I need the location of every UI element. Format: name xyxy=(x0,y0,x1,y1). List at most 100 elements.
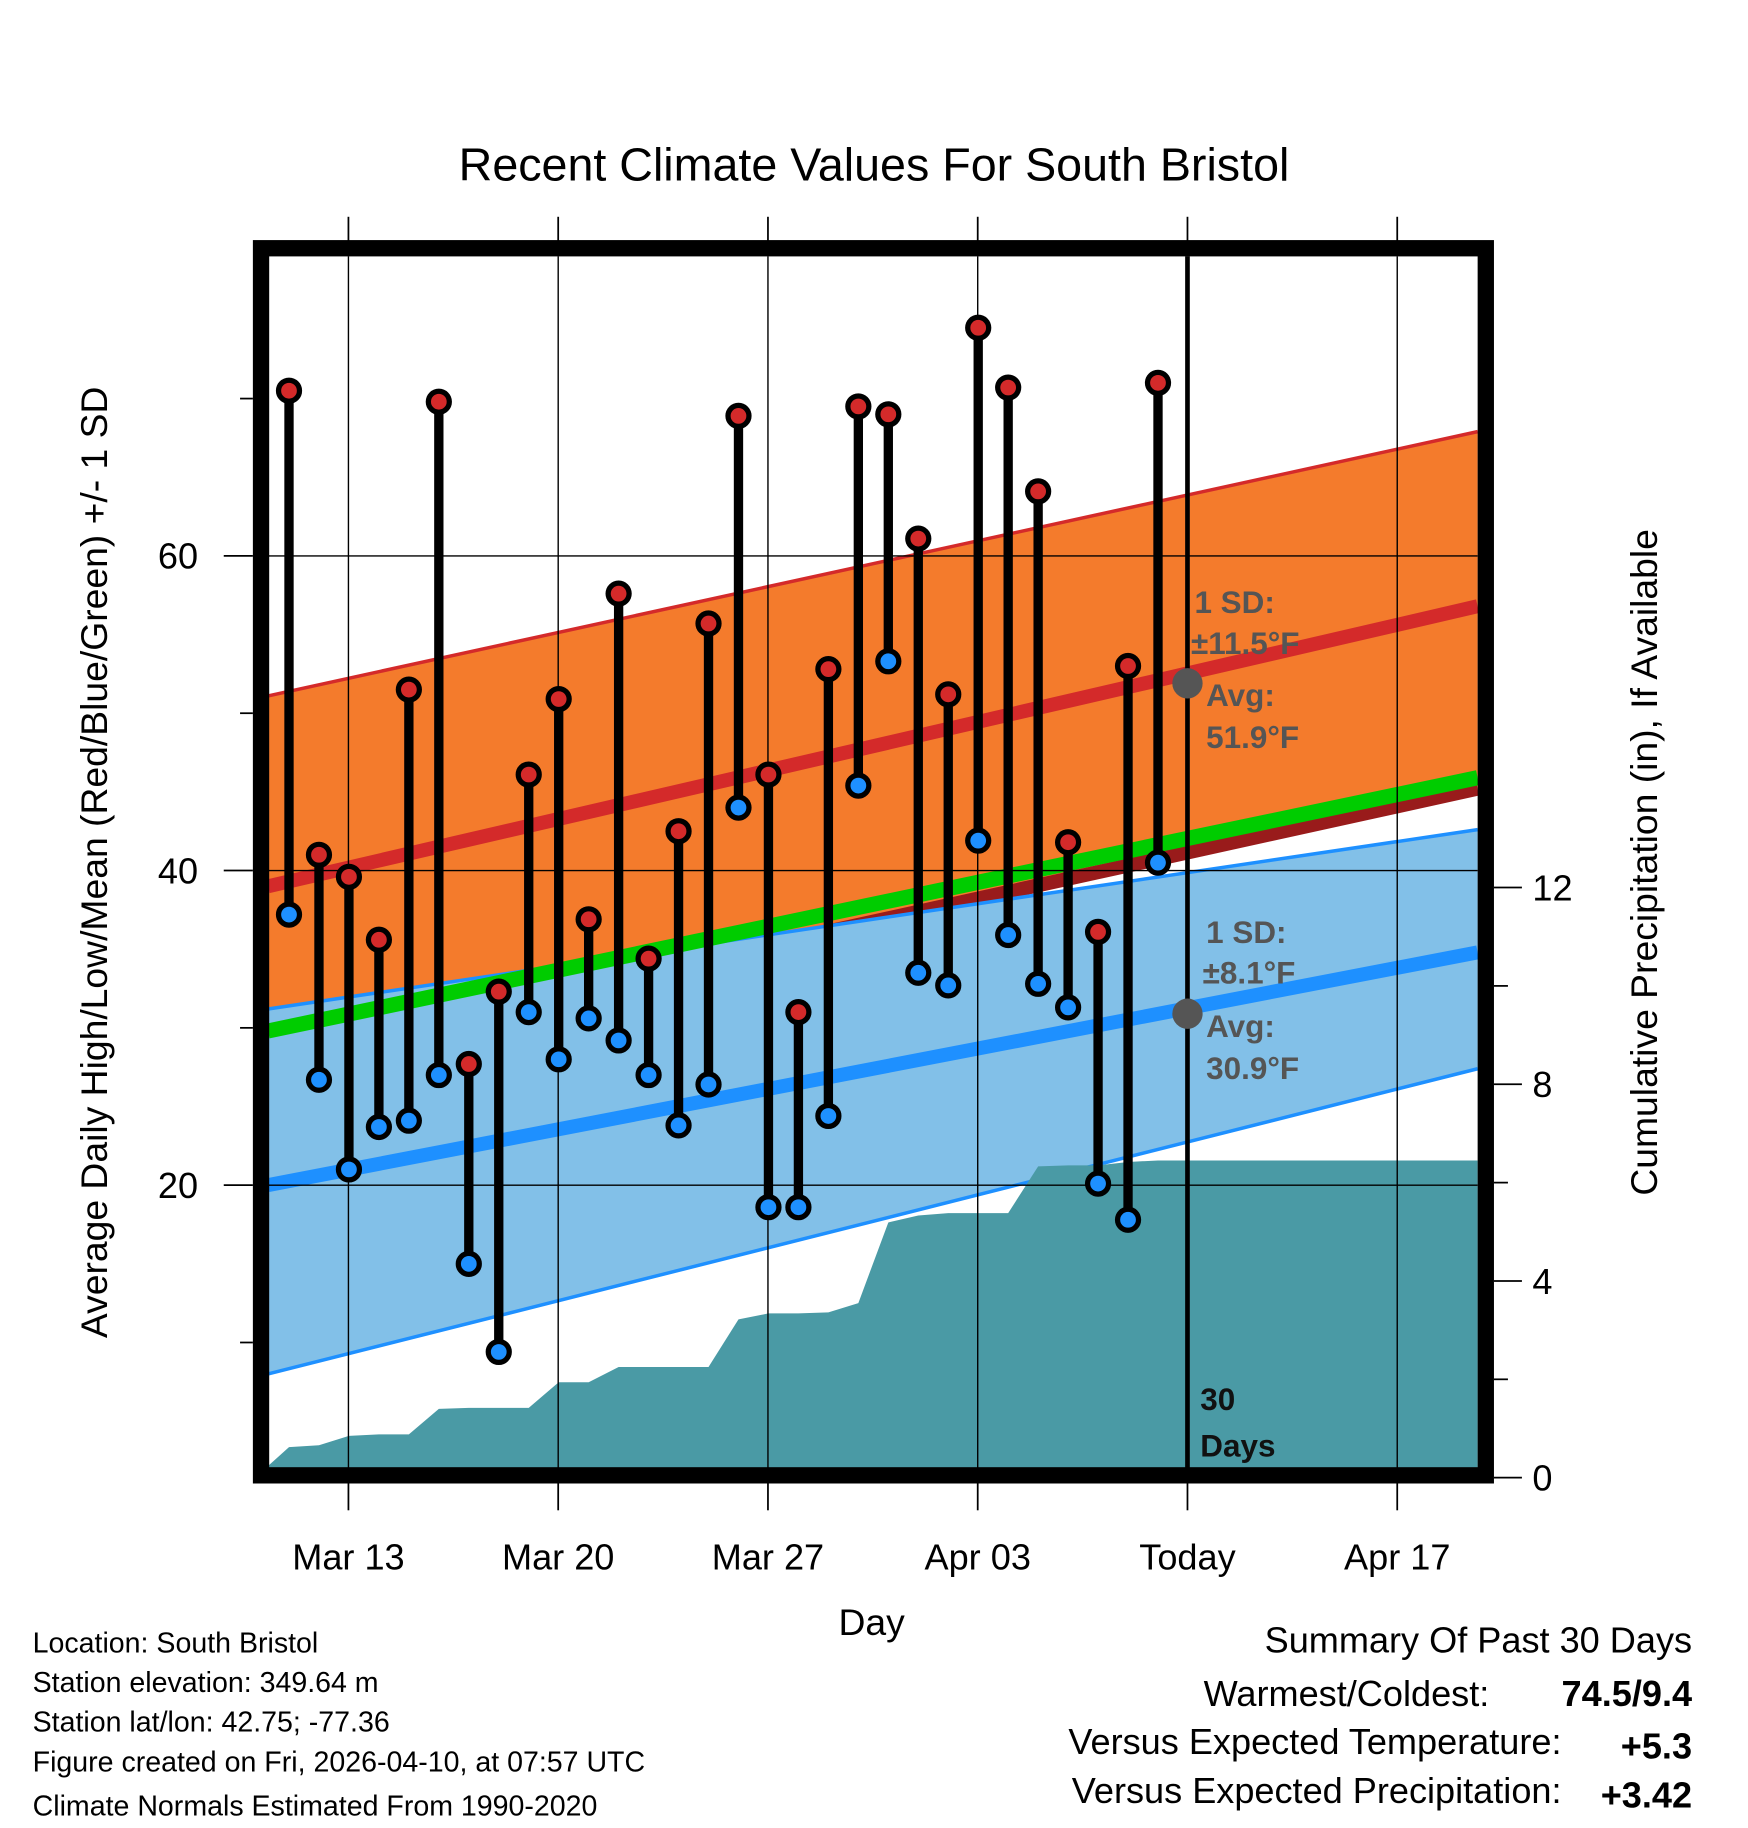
low-temp-point xyxy=(605,1027,632,1054)
high-temp-point xyxy=(365,926,393,953)
high-temp-point xyxy=(635,945,662,972)
high-normal-annotation: 1 SD: ±11.5°F Avg: 51.9°F xyxy=(1191,585,1300,755)
high-sd-upper-line xyxy=(267,429,1479,698)
x-tick-label: Mar 13 xyxy=(292,1537,404,1578)
x-tick-label: Apr 03 xyxy=(925,1537,1031,1578)
chart-title: Recent Climate Values For South Bristol xyxy=(459,139,1290,191)
high-temp-point xyxy=(395,676,422,703)
x-axis-label: Day xyxy=(839,1601,906,1643)
avg-high-line xyxy=(266,599,1480,894)
high-temp-point xyxy=(785,999,812,1026)
low-temp-point xyxy=(905,959,932,986)
low-sd-upper-line xyxy=(267,827,1478,1011)
high-temp-point xyxy=(275,377,303,404)
y-tick-label: 20 xyxy=(158,1165,198,1206)
x-tick-label: Mar 27 xyxy=(712,1537,824,1578)
low-temp-point xyxy=(695,1071,722,1098)
y-tick-label: 40 xyxy=(158,850,198,891)
low-temp-point xyxy=(545,1046,572,1073)
high-temp-point xyxy=(335,863,363,890)
low-temp-point xyxy=(635,1061,662,1089)
y2-tick-label: 8 xyxy=(1532,1064,1552,1105)
low-temp-point xyxy=(515,999,542,1026)
x-tick-label: Mar 20 xyxy=(502,1537,614,1578)
high-avg-marker xyxy=(1172,668,1203,699)
y2-tick-label: 4 xyxy=(1532,1261,1552,1302)
axes: Mar 13 Mar 20 Mar 27 Apr 03 Today Apr 1720406… xyxy=(158,216,1573,1578)
high-temp-point xyxy=(995,374,1022,401)
x-tick-label: Today xyxy=(1139,1537,1235,1578)
plot-frame xyxy=(252,240,1494,1484)
latlon-text: Station lat/lon: 42.75; -77.36 xyxy=(33,1707,390,1739)
low-temp-point xyxy=(305,1066,333,1093)
high-temp-point xyxy=(965,314,992,341)
high-temp-point xyxy=(875,401,902,428)
high-temp-point xyxy=(455,1050,482,1078)
y-tick-label: 60 xyxy=(158,536,198,577)
precip-anomaly-label: Versus Expected Precipitation: xyxy=(1072,1770,1562,1811)
summary-panel: Summary Of Past 30 Days Warmest/Coldest:… xyxy=(1068,1619,1692,1815)
x-tick-label: Apr 17 xyxy=(1344,1537,1450,1578)
station-info: Location: South Bristol Station elevatio… xyxy=(33,1627,645,1822)
high-temp-point xyxy=(935,681,962,708)
high-temp-point xyxy=(425,388,452,415)
summary-title: Summary Of Past 30 Days xyxy=(1265,1619,1692,1660)
low-temp-point xyxy=(785,1194,812,1221)
high-temp-point xyxy=(305,841,333,868)
high-temp-point xyxy=(1025,478,1052,505)
low-temp-point xyxy=(335,1156,363,1183)
low-temp-point xyxy=(845,772,872,799)
low-temp-point xyxy=(755,1194,782,1221)
high-sd-value: ±11.5°F xyxy=(1191,626,1300,661)
high-temp-point xyxy=(665,818,692,845)
high-temp-point xyxy=(605,580,632,607)
high-temp-point xyxy=(845,393,872,420)
low-temp-point xyxy=(1054,994,1082,1021)
low-temp-point xyxy=(425,1061,452,1089)
temp-anomaly-label: Versus Expected Temperature: xyxy=(1068,1721,1561,1762)
days-unit-label: Days xyxy=(1200,1429,1275,1464)
low-temp-point xyxy=(1114,1206,1142,1233)
y2-axis-label: Cumulative Precipitation (in), If Availa… xyxy=(1623,529,1665,1196)
low-temp-point xyxy=(1084,1170,1112,1197)
low-sd-label: 1 SD: xyxy=(1206,915,1286,950)
low-avg-value: 30.9°F xyxy=(1206,1051,1299,1086)
low-temp-point xyxy=(1025,970,1052,997)
high-temp-point xyxy=(1114,652,1142,680)
created-text: Figure created on Fri, 2026-04-10, at 07… xyxy=(33,1746,645,1778)
low-sd-value: ±8.1°F xyxy=(1203,956,1296,991)
low-avg-label: Avg: xyxy=(1206,1009,1275,1044)
high-temp-point xyxy=(815,656,842,683)
low-temp-point xyxy=(935,972,962,999)
high-temp-point xyxy=(485,978,512,1005)
high-avg-label: Avg: xyxy=(1206,678,1275,713)
low-sd-lower-line xyxy=(267,1067,1479,1376)
high-temp-point xyxy=(1054,829,1082,856)
high-temp-point xyxy=(515,761,542,788)
high-avg-value: 51.9°F xyxy=(1206,720,1299,755)
low-temp-point xyxy=(995,921,1022,949)
temp-anomaly-value: +5.3 xyxy=(1621,1726,1692,1767)
low-temp-point xyxy=(365,1113,393,1141)
data-marks xyxy=(275,314,1203,1366)
location-text: Location: South Bristol xyxy=(33,1627,319,1659)
high-temp-point xyxy=(1084,918,1112,945)
low-temp-point xyxy=(455,1250,482,1277)
low-normal-annotation: 1 SD: ±8.1°F Avg: 30.9°F xyxy=(1203,915,1300,1086)
y2-tick-label: 0 xyxy=(1532,1457,1552,1498)
elevation-text: Station elevation: 349.64 m xyxy=(33,1667,379,1699)
low-temp-point xyxy=(815,1102,842,1130)
low-temp-point xyxy=(965,827,992,854)
high-temp-point xyxy=(905,525,932,552)
high-temp-point xyxy=(695,610,722,637)
low-avg-marker xyxy=(1172,998,1203,1029)
low-temp-point xyxy=(275,901,303,928)
low-temp-point xyxy=(665,1112,692,1139)
normals-text: Climate Normals Estimated From 1990-2020 xyxy=(33,1791,598,1823)
low-temp-point xyxy=(485,1338,512,1366)
low-temp-point xyxy=(875,648,902,675)
y-axis-label: Average Daily High/Low/Mean (Red/Blue/Gr… xyxy=(73,387,115,1338)
y2-tick-label: 12 xyxy=(1532,867,1572,908)
high-temp-point xyxy=(545,685,572,713)
